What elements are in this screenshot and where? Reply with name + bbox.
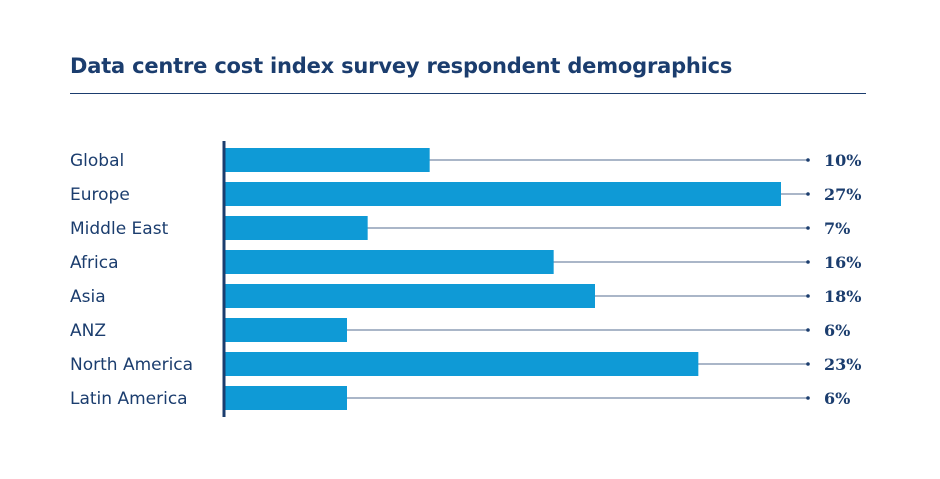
leader-dot [806,294,810,298]
leader-dot [806,260,810,264]
bar [223,250,554,274]
bar-series [223,148,781,410]
category-label: Asia [70,287,106,307]
value-labels: 10% 27% 7% 16% 18% 6% 23% 6% [824,151,861,408]
chart-title: Data centre cost index survey respondent… [70,54,733,78]
bar [223,284,595,308]
leader-dots [806,158,810,400]
bar [223,148,430,172]
bar [223,352,699,376]
category-label: Middle East [70,219,169,239]
leader-dot [806,226,810,230]
category-label: Latin America [70,389,188,409]
bar [223,182,781,206]
value-label: 10% [824,151,861,170]
bar [223,216,368,240]
leader-dot [806,396,810,400]
value-label: 27% [824,185,861,204]
category-labels: Global Europe Middle East Africa Asia ANZ Nort… [70,151,193,409]
value-label: 23% [824,355,861,374]
value-label: 16% [824,253,861,272]
category-label: Europe [70,185,130,205]
value-label: 6% [824,389,850,408]
leader-dot [806,362,810,366]
leader-dot [806,328,810,332]
leader-dot [806,158,810,162]
category-label: North America [70,355,193,375]
category-label: Africa [70,253,119,273]
bar [223,318,347,342]
value-label: 7% [824,219,850,238]
value-label: 6% [824,321,850,340]
category-label: Global [70,151,124,171]
value-label: 18% [824,287,861,306]
leader-dot [806,192,810,196]
bar [223,386,347,410]
title-divider [70,93,866,94]
category-label: ANZ [70,321,106,341]
